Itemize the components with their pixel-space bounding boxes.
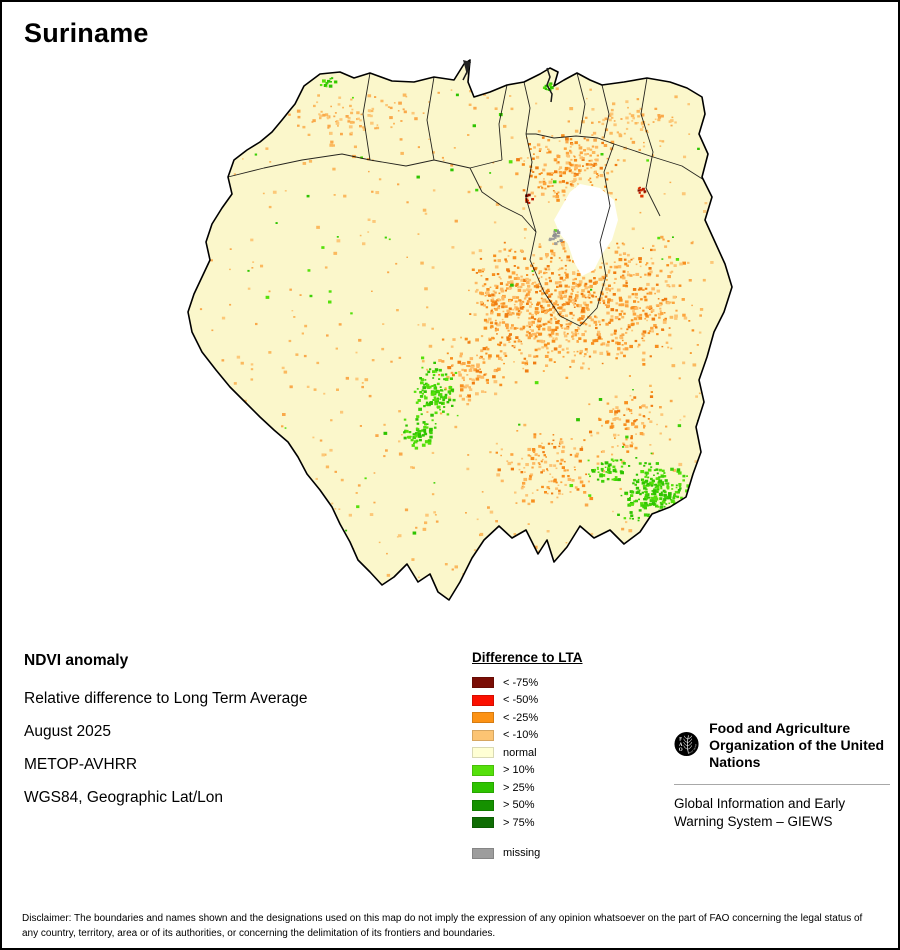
legend-label: > 10%	[503, 764, 535, 777]
legend-swatch	[472, 764, 494, 776]
legend: Difference to LTA < -75% < -50% < -25% <…	[472, 650, 583, 862]
legend-label: < -50%	[503, 694, 539, 707]
info-period: August 2025	[24, 723, 112, 740]
fao-logo-letter: O	[679, 748, 683, 753]
info-sensor: METOP-AVHRR	[24, 756, 138, 773]
fao-logo-letter: F	[679, 738, 682, 743]
legend-item: normal	[472, 744, 583, 762]
country-fill	[188, 60, 732, 600]
info-heading: NDVI anomaly	[24, 652, 129, 669]
page-title: Suriname	[24, 18, 149, 48]
legend-label: < -75%	[503, 676, 539, 689]
country-outline	[187, 59, 733, 601]
missing-raster-dots	[548, 229, 563, 245]
legend-item: > 25%	[472, 779, 583, 797]
legend-label: < -10%	[503, 729, 539, 742]
legend-swatch	[472, 847, 494, 859]
legend-item: > 75%	[472, 814, 583, 832]
legend-label: normal	[503, 746, 537, 759]
legend-item: > 10%	[472, 762, 583, 780]
fao-divider	[674, 784, 890, 786]
legend-item: > 50%	[472, 797, 583, 815]
legend-swatch	[472, 747, 494, 759]
legend-label: > 25%	[503, 781, 535, 794]
legend-swatch	[472, 782, 494, 794]
legend-item: < -25%	[472, 709, 583, 727]
fao-emblem-disc	[674, 731, 699, 757]
legend-item-missing: missing	[472, 845, 583, 863]
info-subtitle: Relative difference to Long Term Average	[24, 690, 308, 707]
suriname-ndvi-map	[187, 59, 733, 601]
legend-label: > 75%	[503, 816, 535, 829]
map-info-block: NDVI anomaly Relative difference to Long…	[24, 652, 308, 822]
legend-label: < -25%	[503, 711, 539, 724]
legend-swatch	[472, 729, 494, 741]
fao-org-name: Food and Agriculture Organization of the…	[709, 720, 885, 771]
legend-swatch	[472, 677, 494, 689]
legend-title: Difference to LTA	[472, 650, 583, 665]
legend-swatch	[472, 712, 494, 724]
ndvi-raster-dots	[198, 77, 730, 580]
legend-item: < -50%	[472, 692, 583, 710]
legend-swatch	[472, 694, 494, 706]
district-boundaries	[227, 72, 705, 327]
disclaimer-text: Disclaimer: The boundaries and names sho…	[22, 913, 863, 939]
legend-label: > 50%	[503, 799, 535, 812]
giews-label: Global Information and Early Warning Sys…	[674, 796, 846, 830]
legend-swatch	[472, 817, 494, 829]
legend-swatch	[472, 799, 494, 811]
info-projection: WGS84, Geographic Lat/Lon	[24, 789, 224, 806]
fao-wheat-leaves-icon	[683, 735, 693, 750]
legend-label: missing	[503, 847, 541, 860]
legend-item: < -75%	[472, 674, 583, 692]
legend-item: < -10%	[472, 727, 583, 745]
fao-logo-icon: FIAT PANIS FAO	[674, 731, 699, 757]
river-marks	[462, 60, 553, 103]
fao-wheat-stem-icon	[687, 735, 689, 754]
fao-logo-letter: A	[679, 743, 683, 748]
